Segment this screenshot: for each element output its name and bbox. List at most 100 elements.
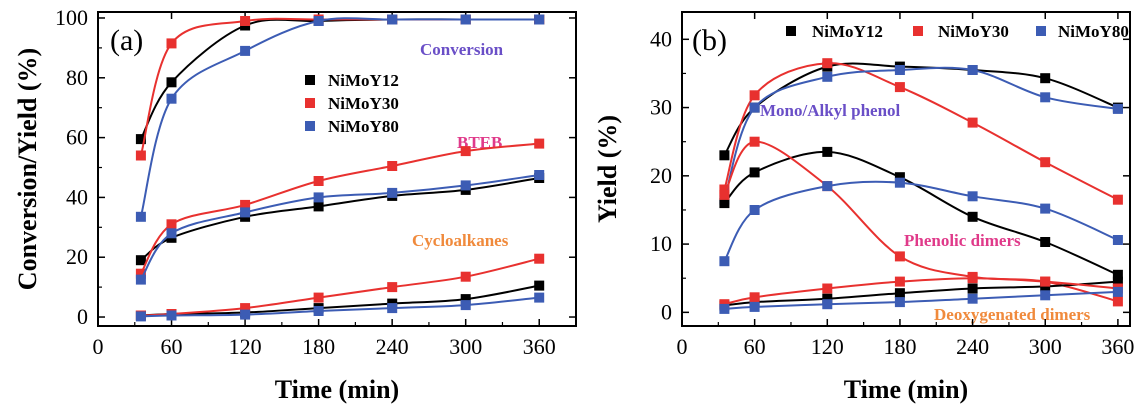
panel-a-point-bteb-nimoy30-240 bbox=[387, 161, 398, 171]
panel-a-point-cycloalkanes-nimoy30-240 bbox=[387, 282, 398, 293]
legend-marker-nimoy80 bbox=[1036, 26, 1046, 36]
panel-b-ytick-label-10: 10 bbox=[650, 231, 672, 256]
panel-a-xtick-label-180: 180 bbox=[302, 334, 335, 359]
legend-label-nimoy30: NiMoY30 bbox=[328, 94, 399, 113]
panel-b-point-mono-alkyl-phenol-nimoy12-300 bbox=[1040, 73, 1051, 84]
panel-a-xtick-label-120: 120 bbox=[229, 334, 262, 359]
panel-b-point-mono-alkyl-phenol-nimoy30-300 bbox=[1040, 157, 1051, 168]
panel-a-point-cycloalkanes-nimoy30-180 bbox=[313, 292, 324, 303]
panel-a-point-conversion-nimoy80-60 bbox=[166, 93, 177, 104]
panel-b-xtick-label-360: 360 bbox=[1101, 334, 1134, 359]
annotation-mono-alkyl-phenol: Mono/Alkyl phenol bbox=[760, 101, 901, 120]
panel-b-label: (b) bbox=[692, 24, 727, 57]
panel-a-point-cycloalkanes-nimoy12-300 bbox=[460, 294, 471, 305]
panel-b-point-phenolic-dimers-nimoy30-360 bbox=[1112, 296, 1123, 307]
panel-a-point-conversion-nimoy80-120 bbox=[240, 45, 251, 56]
panel-a-point-cycloalkanes-nimoy80-35 bbox=[135, 311, 146, 322]
panel-b-xtick-label-300: 300 bbox=[1029, 334, 1062, 359]
legend-label-nimoy80: NiMoY80 bbox=[1058, 22, 1129, 41]
panel-b-point-mono-alkyl-phenol-nimoy80-180 bbox=[894, 65, 905, 75]
panel-b-point-deoxygenated-dimers-nimoy80-360 bbox=[1112, 286, 1123, 297]
panel-a-ytick-label-40: 40 bbox=[66, 184, 88, 209]
panel-a-point-cycloalkanes-nimoy80-360 bbox=[534, 292, 545, 303]
annotation-phenolic-dimers: Phenolic dimers bbox=[904, 231, 1021, 250]
panel-b-point-phenolic-dimers-nimoy12-180 bbox=[894, 172, 905, 183]
panel-a-point-conversion-nimoy80-240 bbox=[387, 14, 398, 25]
panel-a-point-conversion-nimoy80-35 bbox=[135, 211, 146, 222]
legend-marker-nimoy30 bbox=[913, 26, 923, 36]
panel-b-xtick-label-60: 60 bbox=[744, 334, 766, 359]
legend-marker-nimoy12 bbox=[786, 26, 796, 36]
panel-a-point-cycloalkanes-nimoy80-60 bbox=[166, 310, 177, 321]
legend-label-nimoy12: NiMoY12 bbox=[328, 71, 399, 90]
panel-b-frame bbox=[681, 11, 1131, 327]
panel-a-legend: NiMoY12 NiMoY30 NiMoY80 bbox=[305, 71, 399, 136]
legend-label-nimoy30: NiMoY30 bbox=[938, 22, 1009, 41]
legend-label-nimoy12: NiMoY12 bbox=[812, 22, 883, 41]
panel-b-point-phenolic-dimers-nimoy80-360 bbox=[1112, 235, 1123, 245]
panel-a-point-cycloalkanes-nimoy30-300 bbox=[460, 271, 471, 282]
panel-b-legend: NiMoY12 NiMoY30 NiMoY80 bbox=[786, 22, 1129, 41]
panel-a-point-bteb-nimoy30-180 bbox=[313, 176, 324, 186]
panel-b-point-deoxygenated-dimers-nimoy12-240 bbox=[967, 283, 978, 294]
panel-b-ytick-label-0: 0 bbox=[661, 299, 672, 324]
panel-b-xtick-label-0: 0 bbox=[677, 334, 688, 359]
panel-b-ylabel: Yield (%) bbox=[593, 115, 622, 223]
panel-b-xtick-label-180: 180 bbox=[883, 334, 916, 359]
panel-a-point-bteb-nimoy12-180 bbox=[313, 201, 324, 212]
panel-b-point-deoxygenated-dimers-nimoy80-35 bbox=[719, 303, 730, 314]
panel-a-ylabel: Conversion/Yield (%) bbox=[13, 48, 42, 290]
panel-b-point-mono-alkyl-phenol-nimoy80-60 bbox=[749, 102, 760, 113]
panel-a-point-conversion-nimoy30-35 bbox=[135, 150, 146, 161]
panel-b-point-deoxygenated-dimers-nimoy80-120 bbox=[822, 299, 833, 310]
panel-a-point-bteb-nimoy12-35 bbox=[135, 255, 146, 266]
panel-a-point-bteb-nimoy80-120 bbox=[240, 207, 251, 218]
panel-a-point-cycloalkanes-nimoy80-180 bbox=[313, 306, 324, 316]
panel-b-point-deoxygenated-dimers-nimoy30-240 bbox=[967, 273, 978, 284]
panel-b-point-mono-alkyl-phenol-nimoy12-35 bbox=[719, 150, 730, 161]
panel-a-ytick-label-20: 20 bbox=[66, 244, 88, 269]
panel-a-point-conversion-nimoy30-120 bbox=[240, 16, 251, 26]
panel-b-point-mono-alkyl-phenol-nimoy80-300 bbox=[1040, 92, 1051, 103]
panel-b-point-mono-alkyl-phenol-nimoy80-360 bbox=[1112, 103, 1123, 114]
panel-b-xlabel: Time (min) bbox=[844, 375, 968, 404]
panel-a-ytick-label-80: 80 bbox=[66, 65, 88, 90]
panel-b-xtick-label-120: 120 bbox=[811, 334, 844, 359]
panel-a-point-bteb-nimoy80-240 bbox=[387, 187, 398, 198]
panel-b-point-phenolic-dimers-nimoy30-180 bbox=[894, 251, 905, 262]
panel-b-point-phenolic-dimers-nimoy30-60 bbox=[749, 136, 760, 147]
panel-b-point-phenolic-dimers-nimoy12-360 bbox=[1112, 269, 1123, 280]
panel-b-point-deoxygenated-dimers-nimoy12-180 bbox=[894, 288, 905, 299]
panel-b-xtick-label-240: 240 bbox=[956, 334, 989, 359]
panel-b-point-deoxygenated-dimers-nimoy30-180 bbox=[894, 276, 905, 287]
panel-a: (a) Time (min) Conversion/Yield (%) NiMo… bbox=[13, 11, 577, 404]
panel-b-point-phenolic-dimers-nimoy80-240 bbox=[967, 191, 978, 202]
panel-b-point-phenolic-dimers-nimoy30-35 bbox=[719, 189, 730, 200]
panel-a-point-bteb-nimoy30-300 bbox=[460, 146, 471, 157]
panel-b-point-phenolic-dimers-nimoy80-120 bbox=[822, 181, 833, 192]
panel-a-point-cycloalkanes-nimoy30-360 bbox=[534, 253, 545, 264]
panel-b-point-deoxygenated-dimers-nimoy30-120 bbox=[822, 283, 833, 294]
panel-a-ytick-label-60: 60 bbox=[66, 125, 88, 150]
panel-a-point-bteb-nimoy80-360 bbox=[534, 170, 545, 180]
panel-a-xtick-label-0: 0 bbox=[93, 334, 104, 359]
panel-b-point-deoxygenated-dimers-nimoy80-60 bbox=[749, 301, 760, 312]
panel-b-point-phenolic-dimers-nimoy12-240 bbox=[967, 211, 978, 222]
panel-b-point-mono-alkyl-phenol-nimoy30-360 bbox=[1112, 194, 1123, 205]
panel-a-point-cycloalkanes-nimoy80-300 bbox=[460, 300, 471, 311]
annotation-deoxygenated-dimers: Deoxygenated dimers bbox=[934, 305, 1091, 324]
panel-b-point-mono-alkyl-phenol-nimoy30-240 bbox=[967, 117, 978, 128]
panel-a-point-cycloalkanes-nimoy80-120 bbox=[240, 309, 251, 320]
panel-b-point-mono-alkyl-phenol-nimoy80-120 bbox=[822, 71, 833, 82]
panel-b-ytick-label-40: 40 bbox=[650, 26, 672, 51]
panel-a-xtick-label-240: 240 bbox=[376, 334, 409, 359]
panel-b-point-mono-alkyl-phenol-nimoy30-180 bbox=[894, 82, 905, 93]
panel-a-frame bbox=[97, 11, 577, 327]
legend-marker-nimoy80 bbox=[305, 121, 315, 131]
panel-a-point-conversion-nimoy80-180 bbox=[313, 16, 324, 26]
panel-b-plot: 0 60 120 180 240 300 360 0 10 20 30 40 bbox=[650, 12, 1134, 359]
panel-a-xtick-label-300: 300 bbox=[449, 334, 482, 359]
panel-a-line-bteb-nimoy30 bbox=[140, 142, 540, 275]
annotation-conversion: Conversion bbox=[420, 40, 504, 59]
